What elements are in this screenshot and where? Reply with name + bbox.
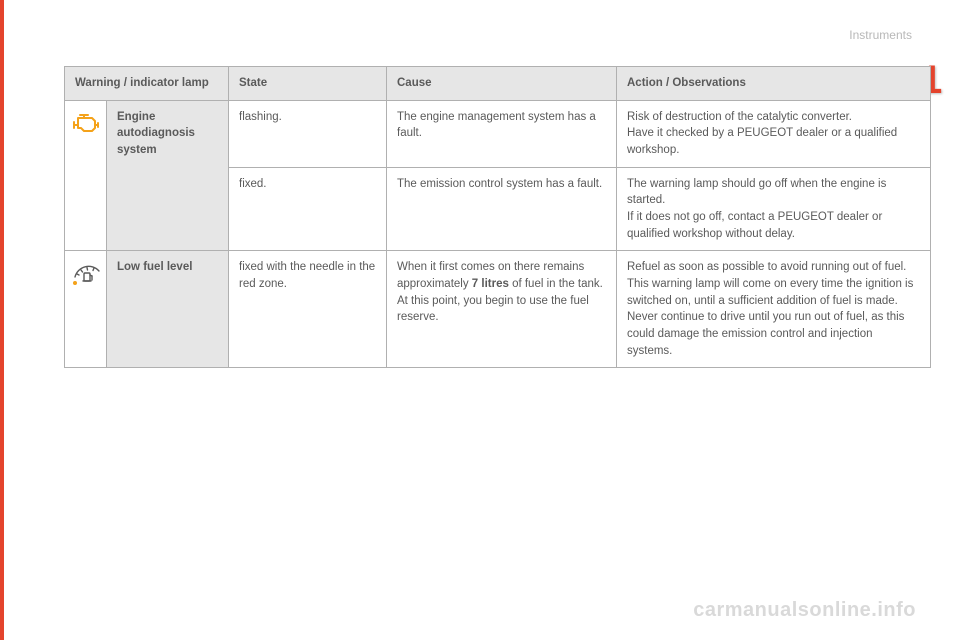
table-header-row: Warning / indicator lamp State Cause Act… xyxy=(65,67,931,101)
cause-cell: When it first comes on there remains app… xyxy=(387,251,617,368)
col-header-state: State xyxy=(229,67,387,101)
table-row: Low fuel level fixed with the needle in … xyxy=(65,251,931,368)
cause-text-bold: 7 litres xyxy=(472,278,509,290)
action-cell: Risk of destruction of the catalytic con… xyxy=(617,100,931,167)
state-cell: flashing. xyxy=(229,100,387,167)
fuel-icon-cell xyxy=(65,251,107,368)
left-accent-bar xyxy=(0,0,4,640)
warning-lamp-table: Warning / indicator lamp State Cause Act… xyxy=(64,66,931,368)
state-cell: fixed. xyxy=(229,167,387,251)
lamp-name-engine: Engine autodiagnosis system xyxy=(107,100,229,251)
fuel-icon xyxy=(69,261,103,289)
col-header-cause: Cause xyxy=(387,67,617,101)
state-cell: fixed with the needle in the red zone. xyxy=(229,251,387,368)
action-cell: Refuel as soon as possible to avoid runn… xyxy=(617,251,931,368)
col-header-lamp: Warning / indicator lamp xyxy=(65,67,229,101)
engine-icon-cell xyxy=(65,100,107,251)
watermark-text: carmanualsonline.info xyxy=(693,599,916,622)
lamp-name-fuel: Low fuel level xyxy=(107,251,229,368)
cause-cell: The engine management system has a fault… xyxy=(387,100,617,167)
cause-cell: The emission control system has a fault. xyxy=(387,167,617,251)
action-cell: The warning lamp should go off when the … xyxy=(617,167,931,251)
table-row: Engine autodiagnosis system flashing. Th… xyxy=(65,100,931,167)
section-header: Instruments xyxy=(849,28,912,42)
col-header-action: Action / Observations xyxy=(617,67,931,101)
warning-lamp-table-container: Warning / indicator lamp State Cause Act… xyxy=(64,66,930,368)
engine-icon xyxy=(70,111,102,137)
